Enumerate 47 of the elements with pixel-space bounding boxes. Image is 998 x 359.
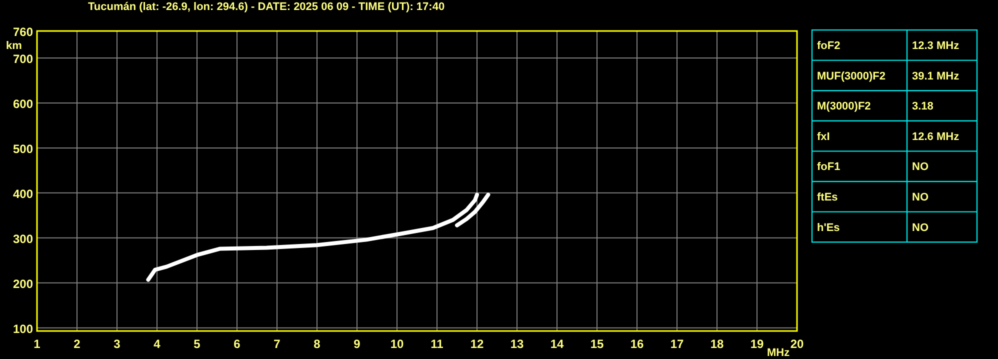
- text: NO: [912, 161, 929, 174]
- text: 12.6 MHz: [912, 130, 960, 143]
- y-tick-label: 200: [12, 276, 34, 291]
- x-tick-label: 20: [790, 337, 804, 351]
- x-tick-label: 7: [274, 337, 281, 351]
- x-tick-label: 11: [430, 337, 444, 351]
- text: 3.18: [912, 100, 934, 113]
- line-series: [146, 192, 479, 282]
- x-tick-label: 15: [590, 337, 604, 351]
- x-tick-label: 17: [670, 337, 684, 351]
- text: h'Es: [817, 222, 840, 234]
- x-tick-label: 10: [390, 337, 404, 351]
- x-tick-label: 14: [550, 337, 564, 351]
- text: foF1: [817, 161, 840, 174]
- y-axis-title: km: [6, 40, 22, 52]
- x-tick-label: 3: [114, 337, 121, 351]
- line-series: [455, 192, 490, 228]
- x-tick-label: 8: [314, 337, 321, 351]
- y-tick-label: 600: [12, 96, 34, 111]
- text: M(3000)F2: [817, 100, 871, 113]
- x-tick-label: 2: [74, 337, 81, 351]
- text: foF2: [817, 40, 840, 52]
- x-tick-label: 9: [354, 337, 361, 351]
- y-tick-label: 100: [12, 322, 34, 336]
- text: fxI: [817, 130, 830, 143]
- x-tick-label: 5: [194, 337, 201, 351]
- x-tick-label: 1: [34, 337, 41, 351]
- y-tick-label: 300: [12, 232, 34, 246]
- x-tick-label: 4: [154, 337, 161, 351]
- text: MUF(3000)F2: [817, 70, 886, 82]
- text: NO: [912, 192, 929, 204]
- y-tick-label: 760: [12, 25, 34, 39]
- x-tick-label: 13: [510, 337, 524, 351]
- x-tick-label: 16: [630, 337, 644, 351]
- text: 39.1 MHz: [912, 70, 960, 82]
- chart-title: Tucumán (lat: -26.9, lon: 294.6) - DATE: 2025 06 09 - TIME (UT): 17:40: [88, 1, 445, 13]
- x-axis-title: MHz: [767, 347, 790, 359]
- y-tick-label: 400: [12, 186, 34, 201]
- text: 12.3 MHz: [912, 40, 960, 52]
- x-tick-label: 18: [710, 337, 724, 351]
- x-tick-label: 12: [470, 337, 484, 351]
- y-tick-label: 500: [12, 142, 34, 156]
- text: ftEs: [817, 192, 838, 204]
- y-tick-label: 700: [12, 52, 34, 66]
- x-tick-label: 19: [750, 337, 764, 351]
- text: NO: [912, 222, 929, 234]
- x-tick-label: 6: [234, 337, 241, 351]
